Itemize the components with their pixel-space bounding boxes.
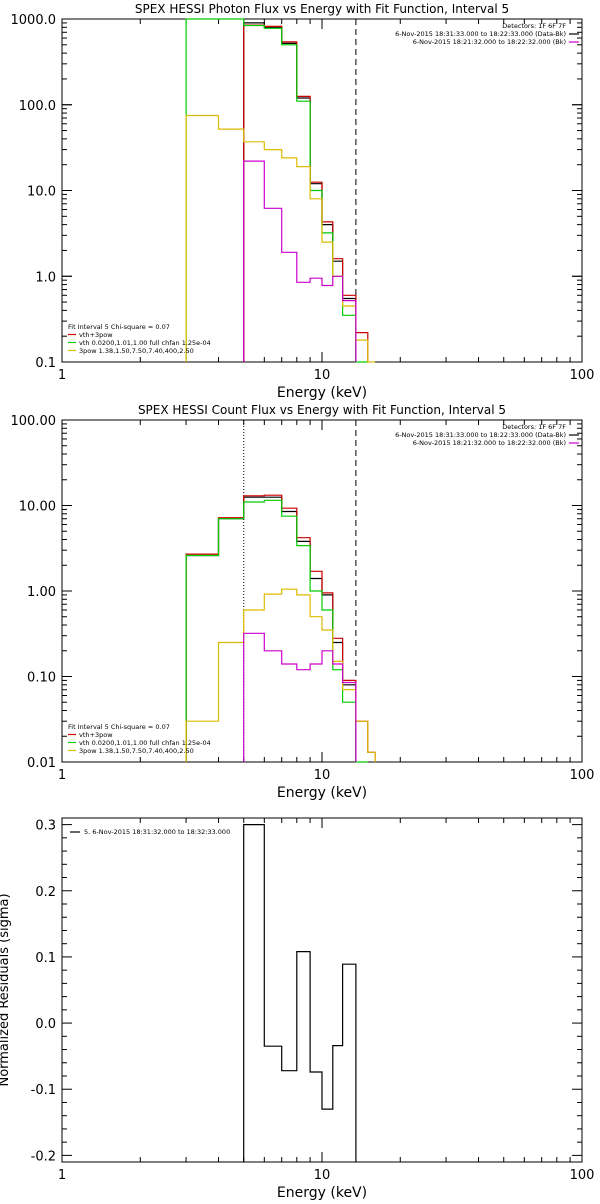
legend-top-entry: 6-Nov-2015 18:21:32.000 to 18:22:32.000 …: [413, 38, 566, 46]
chart-title: SPEX HESSI Count Flux vs Energy with Fit…: [138, 403, 506, 417]
x-tick-label: 1: [58, 368, 66, 383]
legend-bottom-entry: vth 0.0200,1.01,1.00 full chfan 1.25e-04: [79, 339, 211, 347]
y-tick-label: 100.0: [19, 99, 56, 114]
y-tick-label: 1.0: [35, 270, 56, 285]
series-bk: [243, 632, 357, 762]
x-tick-label: 100: [570, 368, 595, 383]
x-tick-label: 1: [58, 768, 66, 783]
x-tick-label: 100: [570, 1168, 595, 1183]
series-vth-3pow: [243, 24, 369, 362]
y-axis-label: Normalized Residuals (sigma): [0, 893, 12, 1086]
series-vth: [185, 499, 368, 763]
plot-frame: [61, 817, 583, 1163]
series-vth: [185, 18, 368, 363]
x-axis-label: Energy (keV): [277, 1185, 367, 1200]
y-tick-label: 0.0: [35, 1017, 56, 1032]
y-tick-label: -0.1: [31, 1083, 56, 1098]
chart-panel-2: SPEX HESSI Count Flux vs Energy with Fit…: [11, 403, 595, 801]
series-data-bk: [243, 22, 357, 362]
legend-bottom-entry: Fit Interval 5 Chi-square = 0.07: [68, 323, 170, 331]
series-5-6-nov-2015-18-31-32-000-to-18-32-33-000: [243, 824, 357, 1162]
x-tick-label: 10: [314, 1168, 331, 1183]
series-vth-3pow: [185, 494, 376, 762]
y-tick-label: 10.0: [27, 185, 56, 200]
x-tick-label: 10: [314, 368, 331, 383]
legend-bottom-entry: vth+3pow: [79, 731, 113, 739]
chart-panel-3: 1 10 100 Energy (keV) -0.2 -0.1 0.0 0.1 0.2 0.3 No…: [0, 817, 595, 1201]
y-tick-label: 0.1: [35, 356, 56, 371]
y-tick-label: 0.2: [35, 885, 56, 900]
legend-top-entry: Detectors: 1F 6F 7F: [502, 423, 566, 431]
legend-top-entry: 6-Nov-2015 18:31:33.000 to 18:22:33.000 …: [395, 431, 566, 439]
x-axis-label: Energy (keV): [277, 785, 367, 801]
x-tick-label: 100: [570, 768, 595, 783]
y-tick-label: 0.10: [27, 671, 56, 686]
y-tick-label: 1000.0: [11, 13, 57, 28]
legend-top-entry: 6-Nov-2015 18:31:33.000 to 18:22:33.000 …: [395, 30, 566, 38]
y-tick-label: 0.01: [27, 756, 56, 771]
x-tick-label: 1: [58, 1168, 66, 1183]
legend-bottom-entry: vth 0.0200,1.01,1.00 full chfan 1.25e-04: [79, 739, 211, 747]
legend-top-entry: Detectors: 1F 6F 7F: [502, 22, 566, 30]
legend-bottom-entry: 3pow 1.38,1.50,7.50,7.40,400,2.50: [79, 747, 194, 755]
y-tick-label: 0.3: [35, 819, 56, 834]
y-tick-label: 1.00: [27, 585, 56, 600]
legend-bottom-entry: vth+3pow: [79, 331, 113, 339]
y-tick-label: 0.1: [35, 951, 56, 966]
series-3pow: [185, 588, 376, 762]
chart-title: SPEX HESSI Photon Flux vs Energy with Fi…: [135, 2, 509, 16]
series-bk: [243, 160, 357, 362]
y-tick-label: 100.00: [11, 414, 57, 429]
legend-top-entry: 6-Nov-2015 18:21:32.000 to 18:22:32.000 …: [413, 439, 566, 447]
legend-bottom-entry: Fit Interval 5 Chi-square = 0.07: [68, 723, 170, 731]
legend-top-entry: 5. 6-Nov-2015 18:31:32.000 to 18:32:33.0…: [84, 828, 230, 836]
y-tick-label: -0.2: [31, 1149, 56, 1164]
chart-panel-1: SPEX HESSI Photon Flux vs Energy with Fi…: [11, 2, 595, 401]
x-tick-label: 10: [314, 768, 331, 783]
series-3pow: [185, 114, 376, 363]
x-axis-label: Energy (keV): [277, 385, 367, 401]
legend-bottom-entry: 3pow 1.38,1.50,7.50,7.40,400,2.50: [79, 347, 194, 355]
y-tick-label: 10.00: [19, 500, 56, 515]
